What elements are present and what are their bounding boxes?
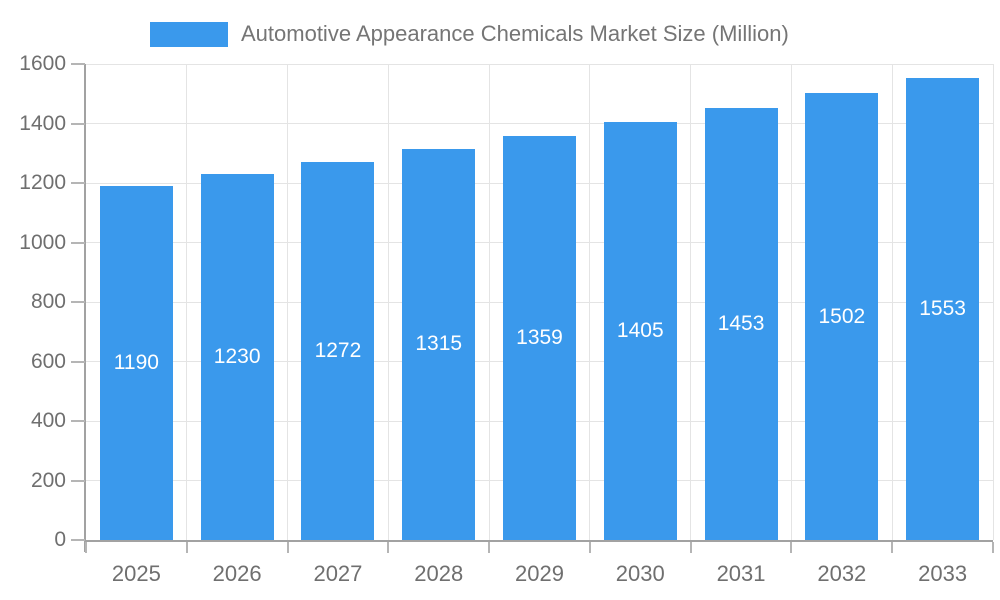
bar-value-label: 1359 (516, 325, 563, 349)
y-axis-tick (71, 360, 85, 363)
gridline-horizontal (86, 63, 993, 65)
gridline-horizontal (86, 123, 993, 124)
x-axis-tick (689, 542, 692, 553)
x-tick-label-2027: 2027 (313, 561, 363, 586)
x-tick-label-2029: 2029 (515, 561, 564, 586)
legend-label: Automotive Appearance Chemicals Market S… (241, 21, 789, 46)
x-tick-label-2026: 2026 (212, 561, 262, 586)
y-axis-tick (71, 479, 85, 482)
gridline-vertical (287, 64, 289, 540)
x-axis-tick (992, 542, 994, 553)
bar-2031[interactable]: 1453 (704, 107, 778, 540)
x-tick-label-2030: 2030 (615, 561, 665, 586)
x-axis-tick (790, 542, 793, 553)
y-tick-label: 1600 (19, 52, 66, 75)
x-axis-tick (588, 542, 591, 553)
gridline-vertical (488, 64, 490, 540)
gridline-vertical (186, 64, 188, 540)
x-tick-label-2032: 2032 (817, 561, 867, 586)
y-tick-label: 0 (54, 528, 66, 551)
y-tick-label: 800 (30, 290, 66, 313)
legend-swatch (150, 21, 228, 47)
bar-2030[interactable]: 1405 (603, 122, 677, 540)
gridline-vertical (790, 64, 792, 540)
bar-value-label: 1405 (616, 319, 664, 342)
x-axis-tick (286, 542, 289, 553)
bar-2033[interactable]: 1553 (906, 77, 980, 540)
y-tick-label: 1200 (19, 171, 66, 194)
bar-2025[interactable]: 1190 (99, 185, 173, 540)
y-axis-line (84, 64, 86, 552)
y-tick-label: 200 (30, 468, 66, 492)
x-axis-tick (387, 542, 390, 553)
legend[interactable]: Automotive Appearance Chemicals Market S… (150, 21, 789, 47)
y-tick-label: 600 (30, 349, 66, 373)
gridline-vertical (690, 64, 692, 540)
gridline-vertical (589, 64, 591, 540)
bar-2029[interactable]: 1359 (503, 135, 576, 540)
y-axis-tick (71, 420, 85, 422)
bar-value-label: 1315 (415, 332, 463, 356)
bar-value-label: 1453 (717, 311, 765, 335)
bar-2027[interactable]: 1272 (301, 161, 375, 540)
y-tick-label: 400 (30, 409, 66, 432)
y-axis-tick (71, 539, 85, 541)
plot-area: 1190 1230 1272 1315 1359 1405 1453 1502 1553 (86, 63, 994, 540)
y-axis-tick (71, 122, 85, 125)
y-axis-tick (71, 63, 85, 65)
gridline-vertical (387, 64, 389, 540)
x-axis-tick (488, 542, 491, 553)
x-tick-label-2025: 2025 (111, 561, 161, 586)
bar-value-label: 1553 (919, 296, 966, 320)
y-axis-tick (71, 301, 85, 303)
bar-value-label: 1272 (314, 338, 362, 362)
bar-2028[interactable]: 1315 (402, 148, 476, 540)
x-axis-tick (891, 542, 894, 553)
x-axis-line (84, 540, 993, 542)
bar-2032[interactable]: 1502 (805, 93, 879, 540)
bar-value-label: 1230 (213, 345, 261, 369)
y-tick-label: 1000 (19, 230, 66, 254)
y-axis-tick (71, 182, 85, 184)
x-tick-label-2033: 2033 (918, 561, 968, 586)
y-tick-label: 1400 (19, 111, 66, 135)
bar-value-label: 1190 (113, 350, 159, 374)
x-tick-label-2028: 2028 (414, 561, 464, 586)
y-axis-tick (71, 241, 85, 244)
x-tick-label-2031: 2031 (716, 561, 766, 586)
gridline-vertical (891, 64, 893, 540)
bar-value-label: 1502 (818, 304, 866, 328)
gridline-vertical (992, 64, 994, 540)
x-axis-tick (185, 542, 188, 553)
bar-2026[interactable]: 1230 (200, 174, 274, 540)
x-axis-tick (85, 542, 87, 553)
